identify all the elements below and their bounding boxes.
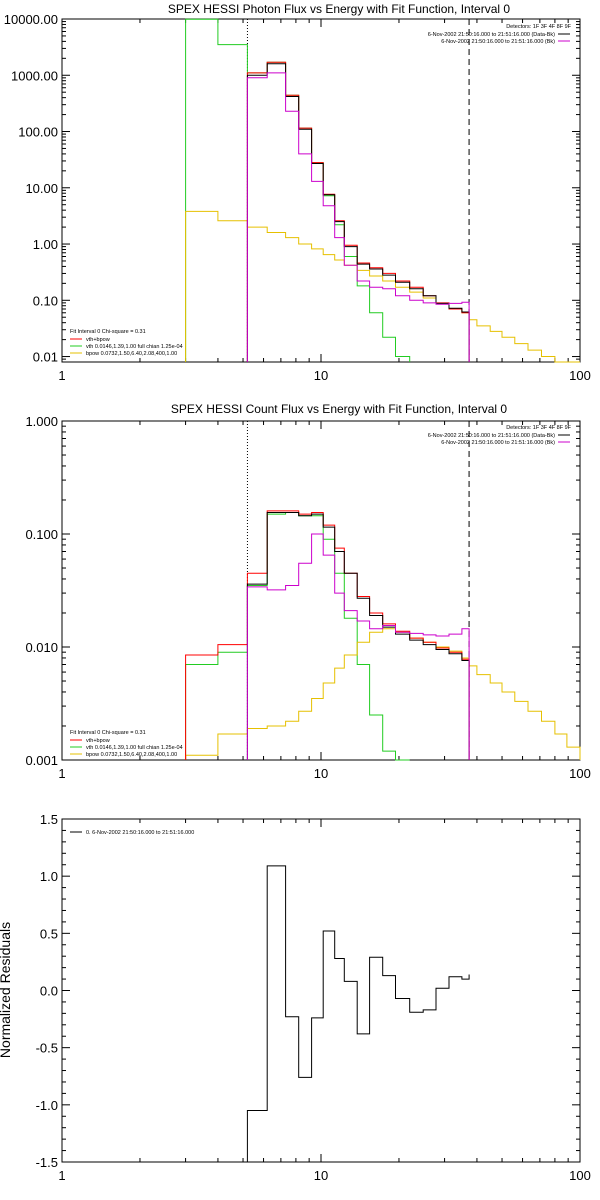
series-vth xyxy=(185,18,411,362)
x-tick-label: 1 xyxy=(58,368,65,383)
count-flux-legend-bottom-left: Fit Interval 0 Chi-square = 0.31 vth+bpo… xyxy=(70,730,183,758)
count-flux-bpow-label: bpow 0.0732,1.50,6.40,2.08,400,1.00 xyxy=(86,752,177,758)
count-flux-plot-frame xyxy=(61,420,581,761)
series-residuals xyxy=(246,865,470,1162)
photon-flux-legend-top-right: Detectors: 1F 3F 4F 8F 9F 6-Nov-2002 21:… xyxy=(428,24,572,45)
x-tick-label: 100 xyxy=(569,766,591,781)
series-bpow xyxy=(185,210,580,363)
residuals-plot-frame xyxy=(61,818,581,1163)
photon-flux-panel: SPEX HESSI Photon Flux vs Energy with Fi… xyxy=(4,2,591,383)
y-tick-label: 0.10 xyxy=(33,293,58,308)
series-data xyxy=(246,63,470,362)
photon-flux-data-bk-label: 6-Nov-2002 21:50:16.000 to 21:51:16.000 … xyxy=(428,32,555,38)
photon-flux-plot-frame xyxy=(61,18,581,363)
count-flux-data-bk-label: 6-Nov-2002 21:50:16.000 to 21:51:16.000 … xyxy=(428,433,555,439)
x-tick-label: 1 xyxy=(58,1168,65,1183)
x-tick-label: 100 xyxy=(569,368,591,383)
y-tick-label: 1.000 xyxy=(25,414,58,429)
y-tick-label: 0.001 xyxy=(25,753,58,768)
residuals-series xyxy=(246,865,470,1162)
count-flux-total-label: vth+bpow xyxy=(86,738,110,744)
photon-flux-title: SPEX HESSI Photon Flux vs Energy with Fi… xyxy=(168,2,510,16)
y-tick-label: 1.0 xyxy=(40,869,58,884)
series-bk xyxy=(246,72,470,362)
y-tick-label: 100.00 xyxy=(18,125,58,140)
photon-flux-fit-header: Fit Interval 0 Chi-square = 0.31 xyxy=(70,329,146,335)
series-total xyxy=(246,61,470,362)
y-tick-label: 0.100 xyxy=(25,527,58,542)
y-tick-label: -1.5 xyxy=(36,1155,58,1170)
count-flux-axis-ticks: 1 10 100 0.001 0.010 0.100 1.000 xyxy=(25,414,590,781)
count-flux-fit-range-lines xyxy=(246,421,470,760)
count-flux-bk-label: 6-Nov-2002 21:50:16.000 to 21:51:16.000 … xyxy=(441,440,555,446)
y-tick-label: 10.00 xyxy=(25,181,58,196)
x-tick-label: 10 xyxy=(314,766,328,781)
photon-flux-bk-label: 6-Nov-2002 21:50:16.000 to 21:51:16.000 … xyxy=(441,39,555,45)
residuals-legend: 0. 6-Nov-2002 21:50:16.000 to 21:51:16.0… xyxy=(70,830,194,836)
y-tick-label: 1.5 xyxy=(40,812,58,827)
photon-flux-bpow-label: bpow 0.0732,1.50,6.40,2.08,400,1.00 xyxy=(86,351,177,357)
photon-flux-vth-label: vth 0.0146,1.39,1.00 full chian 1.25e-04 xyxy=(86,344,183,350)
count-flux-legend-top-right: Detectors: 1F 3F 4F 8F 9F 6-Nov-2002 21:… xyxy=(428,425,572,446)
y-tick-label: -0.5 xyxy=(36,1041,58,1056)
count-flux-fit-header: Fit Interval 0 Chi-square = 0.31 xyxy=(70,730,146,736)
x-tick-label: 10 xyxy=(314,368,328,383)
y-tick-label: -1.0 xyxy=(36,1098,58,1113)
x-tick-label: 100 xyxy=(569,1168,591,1183)
series-data xyxy=(246,512,470,760)
photon-flux-legend-bottom-left: Fit Interval 0 Chi-square = 0.31 vth+bpo… xyxy=(70,329,183,357)
y-tick-label: 0.010 xyxy=(25,640,58,655)
residuals-ylabel: Normalized Residuals xyxy=(0,922,13,1058)
count-flux-panel: SPEX HESSI Count Flux vs Energy with Fit… xyxy=(25,402,590,781)
photon-flux-total-label: vth+bpow xyxy=(86,337,110,343)
residuals-panel: 1 10 100 -1.5 -1.0 -0.5 0.0 0.5 1.0 1.5 0. 6-Nov-… xyxy=(0,812,591,1183)
residuals-legend-label: 0. 6-Nov-2002 21:50:16.000 to 21:51:16.0… xyxy=(86,830,194,836)
y-tick-label: 1000.00 xyxy=(11,68,58,83)
series-bk xyxy=(246,533,470,760)
photon-flux-detectors-label: Detectors: 1F 3F 4F 8F 9F xyxy=(506,24,571,30)
y-tick-label: 0.01 xyxy=(33,350,58,365)
count-flux-vth-label: vth 0.0146,1.39,1.00 full chian 1.25e-04 xyxy=(86,745,183,751)
photon-flux-series xyxy=(185,18,580,363)
series-vth xyxy=(185,512,410,761)
x-tick-label: 1 xyxy=(58,766,65,781)
y-tick-label: 10000.00 xyxy=(4,12,58,27)
count-flux-title: SPEX HESSI Count Flux vs Energy with Fit… xyxy=(171,402,507,416)
photon-flux-axis-ticks: 1 10 100 0.01 0.10 1.00 10.00 100.00 1000.00 1000… xyxy=(4,12,591,383)
series-total xyxy=(185,510,470,760)
photon-flux-fit-range-lines xyxy=(246,19,470,362)
y-tick-label: 0.0 xyxy=(40,984,58,999)
count-flux-detectors-label: Detectors: 1F 3F 4F 8F 9F xyxy=(506,425,571,431)
y-tick-label: 1.00 xyxy=(33,237,58,252)
count-flux-series xyxy=(185,510,581,761)
y-tick-label: 0.5 xyxy=(40,926,58,941)
residuals-axis-ticks: 1 10 100 -1.5 -1.0 -0.5 0.0 0.5 1.0 1.5 xyxy=(36,812,591,1183)
x-tick-label: 10 xyxy=(314,1168,328,1183)
